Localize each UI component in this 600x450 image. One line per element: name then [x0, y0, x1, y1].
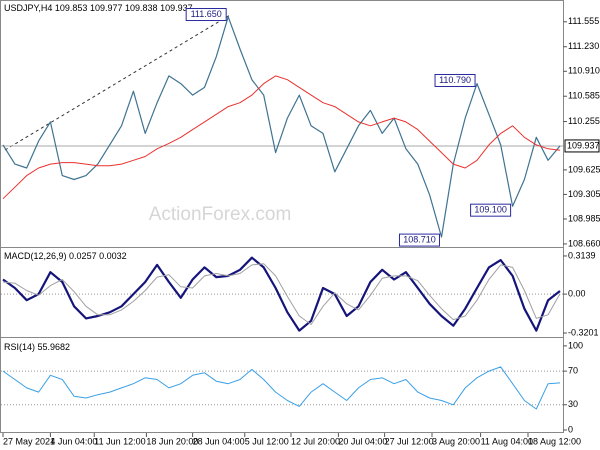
x-tick-label: 27 Jul 12:00 — [385, 436, 434, 446]
y-tick-label: 109.305 — [568, 189, 600, 199]
price-header: USDJPY,H4 109.853 109.977 109.838 109.93… — [4, 3, 193, 13]
rsi-title: RSI(14) — [4, 342, 35, 352]
y-tick-label: 110.910 — [568, 66, 600, 76]
y-tick-label: 30 — [568, 399, 578, 409]
x-tick-label: 4 Jun 04:00 — [50, 436, 97, 446]
annotation-label: 108.710 — [403, 234, 436, 244]
series-line — [2, 16, 561, 238]
annotation-label: 109.100 — [474, 205, 507, 215]
y-tick-label: 0.3139 — [568, 250, 596, 260]
y-tick-label: 70 — [568, 365, 578, 375]
y-tick-label: 110.255 — [568, 116, 600, 126]
open: 109.853 — [55, 3, 88, 13]
annotation-box — [185, 8, 227, 22]
y-tick-label: 108.985 — [568, 213, 600, 223]
symbol: USDJPY,H4 — [4, 3, 52, 13]
annotation-box — [470, 203, 512, 217]
x-tick-label: 3 Aug 20:00 — [432, 436, 480, 446]
x-tick-label: 11 Jun 12:00 — [94, 436, 145, 446]
panel-border — [0, 0, 564, 248]
watermark: ActionForex.com — [149, 204, 292, 225]
y-tick-label: 111.230 — [568, 41, 599, 51]
y-tick-label: 110.585 — [568, 91, 600, 101]
x-tick-label: 11 Aug 04:00 — [481, 436, 533, 446]
rsi-header: RSI(14) 55.9682 — [4, 342, 70, 352]
trendline — [4, 14, 231, 151]
y-tick-label: 109.625 — [568, 164, 600, 174]
series-line — [2, 263, 561, 325]
series-line — [2, 75, 561, 200]
annotation-box — [398, 233, 440, 247]
x-tick-label: 5 Jul 12:00 — [245, 436, 289, 446]
y-tick-label: -0.3201 — [568, 327, 599, 337]
x-tick-label: 12 Jul 20:00 — [291, 436, 340, 446]
x-tick-label: 18 Aug 12:00 — [528, 436, 581, 446]
current-price-label: 109.937 — [567, 140, 600, 150]
series-line — [2, 256, 561, 332]
macd-header: MACD(12,26,9) 0.0257 0.0032 — [4, 251, 127, 261]
macd-main-last: 0.0257 — [69, 251, 97, 261]
macd-signal-last: 0.0032 — [99, 251, 127, 261]
y-tick-label: 0 — [568, 424, 573, 434]
x-tick-label: 28 Jun 04:00 — [193, 436, 245, 446]
annotation-box — [434, 73, 476, 87]
current-price-box — [564, 139, 600, 153]
series-line — [2, 366, 561, 410]
y-tick-label: 100 — [568, 340, 583, 350]
high: 109.977 — [90, 3, 123, 13]
annotation-label: 110.790 — [439, 75, 471, 85]
close: 109.937 — [160, 3, 193, 13]
low: 109.838 — [125, 3, 158, 13]
macd-title: MACD(12,26,9) — [4, 251, 67, 261]
x-tick-label: 27 May 2021 — [3, 436, 55, 446]
annotation-label: 111.650 — [191, 9, 222, 19]
y-tick-label: 0.00 — [568, 288, 586, 298]
x-tick-label: 18 Jun 20:00 — [146, 436, 198, 446]
y-tick-label: 111.555 — [568, 16, 599, 26]
rsi-last: 55.9682 — [38, 342, 71, 352]
y-tick-label: 108.660 — [568, 238, 600, 248]
x-tick-label: 20 Jul 04:00 — [338, 436, 387, 446]
